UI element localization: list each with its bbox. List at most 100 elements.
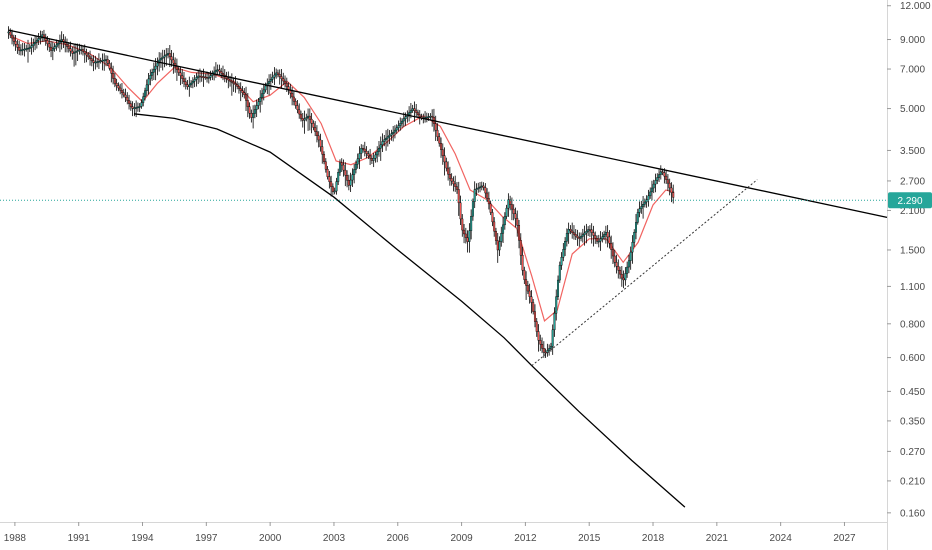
candle-body	[450, 178, 453, 182]
candle-body	[544, 351, 547, 354]
candle-body	[99, 60, 102, 62]
candle-body	[184, 81, 187, 85]
candle-body	[250, 113, 253, 118]
candle-body	[145, 84, 148, 92]
candle-body	[117, 85, 120, 89]
candle-body	[491, 212, 494, 223]
candle-body	[103, 59, 106, 62]
candle-body	[668, 182, 671, 189]
candle-body	[574, 234, 577, 237]
candle-body	[280, 76, 283, 79]
candle-body	[459, 202, 462, 220]
candle-body	[191, 80, 194, 84]
candle-body	[14, 40, 17, 45]
candle-body	[489, 203, 492, 213]
candle-body	[496, 240, 499, 251]
candle-body	[101, 60, 104, 62]
candle-body	[479, 186, 482, 189]
candle-body	[156, 62, 159, 67]
candle-body	[12, 37, 15, 42]
axis-layer: 1988 1991 1994 1997 2000 2003 2006 2009 2012 2015…	[4, 1, 931, 544]
candle-body	[392, 131, 395, 134]
candle-body	[200, 76, 203, 78]
candle-body	[571, 230, 574, 233]
candle-body	[284, 80, 287, 84]
candle-body	[271, 76, 274, 80]
candle-body	[252, 113, 255, 118]
candle-body	[374, 154, 377, 159]
candle-body	[323, 154, 326, 162]
y-tick-label: 9.000	[900, 35, 925, 46]
candle-body	[105, 59, 108, 61]
candle-body	[553, 313, 556, 331]
candle-body	[603, 234, 606, 237]
x-tick-label: 2015	[578, 533, 601, 544]
candle-body	[246, 100, 249, 108]
y-tick-label: 7.000	[900, 65, 925, 76]
candle-body	[652, 183, 655, 189]
candle-body	[569, 229, 572, 232]
y-tick-label: 2.700	[900, 176, 925, 187]
candle-body	[418, 114, 421, 117]
candle-body	[42, 34, 45, 38]
candle-body	[448, 174, 451, 179]
x-tick-label: 2021	[706, 533, 729, 544]
candle-body	[202, 76, 205, 78]
candle-body	[533, 311, 536, 322]
candle-body	[299, 113, 302, 119]
candle-body	[303, 118, 306, 121]
candle-body	[340, 162, 343, 166]
candle-body	[557, 279, 560, 297]
candle-body	[565, 233, 568, 242]
candle-body	[473, 189, 476, 202]
candle-body	[282, 78, 285, 82]
upper-trendline	[8, 29, 888, 218]
candle-body	[631, 242, 634, 253]
candle-body	[470, 215, 473, 231]
candle-body	[273, 74, 276, 78]
candle-body	[18, 47, 21, 51]
candle-body	[541, 344, 544, 349]
candle-body	[48, 43, 51, 48]
candle-body	[379, 144, 382, 149]
candle-body	[633, 232, 636, 243]
candle-body	[365, 151, 368, 154]
candle-body	[314, 127, 317, 132]
candle-body	[90, 58, 93, 61]
candle-body	[152, 68, 155, 73]
y-tick-label: 2.100	[900, 206, 925, 217]
candle-body	[665, 175, 668, 180]
candle-body	[255, 105, 258, 110]
candle-body	[610, 243, 613, 250]
candle-body	[408, 112, 411, 115]
candle-body	[66, 43, 69, 47]
candle-body	[110, 68, 113, 74]
candle-body	[328, 176, 331, 182]
candle-body	[376, 151, 379, 156]
candle-body	[216, 69, 219, 71]
candle-body	[606, 232, 609, 238]
candle-body	[143, 90, 146, 97]
candle-body	[41, 34, 44, 37]
candle-body	[537, 331, 540, 341]
candle-body	[542, 348, 545, 353]
candle-body	[80, 49, 83, 51]
plot-area[interactable]	[0, 0, 887, 522]
candle-body	[112, 73, 115, 79]
x-tick-label: 2006	[387, 533, 410, 544]
candle-body	[245, 94, 248, 101]
candle-body	[344, 169, 347, 176]
candle-body	[108, 63, 111, 69]
candle-body	[643, 201, 646, 205]
candle-body	[353, 169, 356, 175]
candle-body	[97, 61, 100, 63]
candle-body	[96, 61, 99, 63]
candle-body	[500, 233, 503, 242]
y-tick-label: 3.500	[900, 146, 925, 157]
candle-body	[622, 277, 625, 281]
candle-body	[351, 174, 354, 181]
candle-body	[528, 290, 531, 297]
candle-body	[670, 187, 673, 193]
candle-body	[645, 199, 648, 203]
